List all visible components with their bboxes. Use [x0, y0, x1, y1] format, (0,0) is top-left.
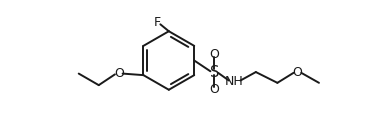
Text: O: O [209, 48, 219, 61]
Text: NH: NH [225, 75, 244, 88]
Text: O: O [293, 66, 302, 79]
Text: O: O [114, 67, 124, 80]
Text: S: S [210, 65, 219, 80]
Text: O: O [209, 83, 219, 96]
Text: F: F [154, 15, 161, 29]
